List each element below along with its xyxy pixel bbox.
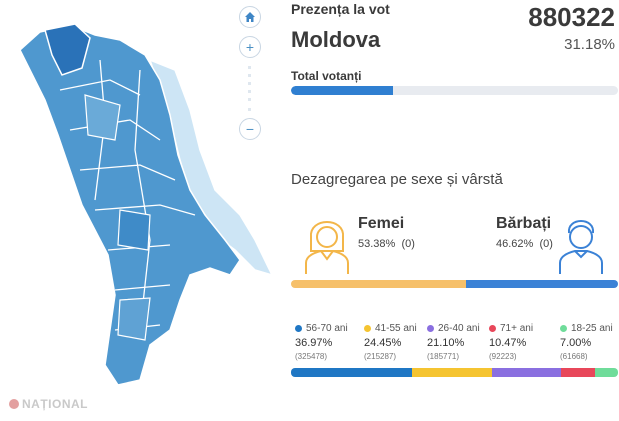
age-bar-segment — [491, 368, 561, 377]
age-group-item: 56-70 ani 36.97% (325478) — [295, 323, 348, 361]
total-percent: 31.18% — [564, 36, 615, 53]
age-group-percent: 7.00% — [560, 337, 592, 349]
age-group-item: 71+ ani 10.47% (92223) — [489, 323, 533, 361]
female-label: Femei — [358, 215, 405, 232]
legend-dot-icon — [489, 325, 496, 332]
age-group-percent: 10.47% — [489, 337, 527, 349]
age-group-count: (61668) — [560, 352, 588, 361]
age-group-count: (325478) — [295, 352, 328, 361]
age-group-item: 26-40 ani 21.10% (185771) — [427, 323, 480, 361]
logo: NAȚIONAL — [9, 397, 88, 411]
female-percent: 53.38% — [358, 238, 396, 250]
legend-dot-icon — [295, 325, 302, 332]
female-extra: (0) — [401, 238, 415, 250]
male-label: Bărbați — [496, 215, 552, 232]
male-percent: 46.62% — [496, 238, 534, 250]
age-group-label: 41-55 ani — [375, 323, 417, 334]
age-group-percent: 21.10% — [427, 337, 465, 349]
age-group-count: (185771) — [427, 352, 460, 361]
moldova-map[interactable] — [0, 0, 290, 400]
age-group-count: (215287) — [364, 352, 397, 361]
map-region-north[interactable] — [44, 23, 91, 76]
age-group-item: 41-55 ani 24.45% (215287) — [364, 323, 417, 361]
age-group-percent: 24.45% — [364, 337, 402, 349]
total-progress-bar — [291, 86, 618, 95]
age-bar-segment — [411, 368, 492, 377]
legend-dot-icon — [560, 325, 567, 332]
legend-dot-icon — [427, 325, 434, 332]
map-region-main[interactable] — [19, 24, 241, 386]
gender-share-bar — [291, 280, 618, 288]
zoom-in-button[interactable]: + — [239, 36, 261, 58]
age-share-bar — [291, 368, 618, 377]
female-person-icon — [303, 211, 351, 275]
age-bar-segment — [595, 368, 618, 377]
stats-panel: Prezența la vot Moldova 880322 31.18% To… — [290, 0, 619, 421]
age-group-label: 56-70 ani — [306, 323, 348, 334]
male-person-icon — [557, 211, 605, 275]
zoom-out-button[interactable]: − — [239, 118, 261, 140]
breakdown-title: Dezagregarea pe sexe și vârstă — [291, 171, 503, 188]
male-stats: 46.62% (0) — [496, 238, 553, 250]
gender-bar-segment — [465, 280, 618, 288]
age-group-label: 71+ ani — [500, 323, 534, 334]
female-stats: 53.38% (0) — [358, 238, 415, 250]
male-extra: (0) — [539, 238, 553, 250]
total-count: 880322 — [528, 2, 615, 32]
region-name: Moldova — [291, 27, 381, 52]
age-group-label: 18-25 ani — [571, 323, 613, 334]
gender-bar-segment — [291, 280, 466, 288]
logo-mark-icon — [9, 399, 19, 409]
age-group-item: 18-25 ani 7.00% (61668) — [560, 323, 613, 361]
age-group-percent: 36.97% — [295, 337, 333, 349]
legend-dot-icon — [364, 325, 371, 332]
age-group-count: (92223) — [489, 352, 517, 361]
home-icon[interactable] — [239, 6, 261, 28]
age-bar-segment — [560, 368, 596, 377]
age-bar-segment — [291, 368, 412, 377]
age-group-label: 26-40 ani — [438, 323, 480, 334]
logo-text: NAȚIONAL — [22, 397, 88, 411]
panel-title: Prezența la vot — [291, 1, 390, 17]
total-voters-label: Total votanți — [291, 69, 362, 83]
total-progress-fill — [291, 86, 393, 95]
